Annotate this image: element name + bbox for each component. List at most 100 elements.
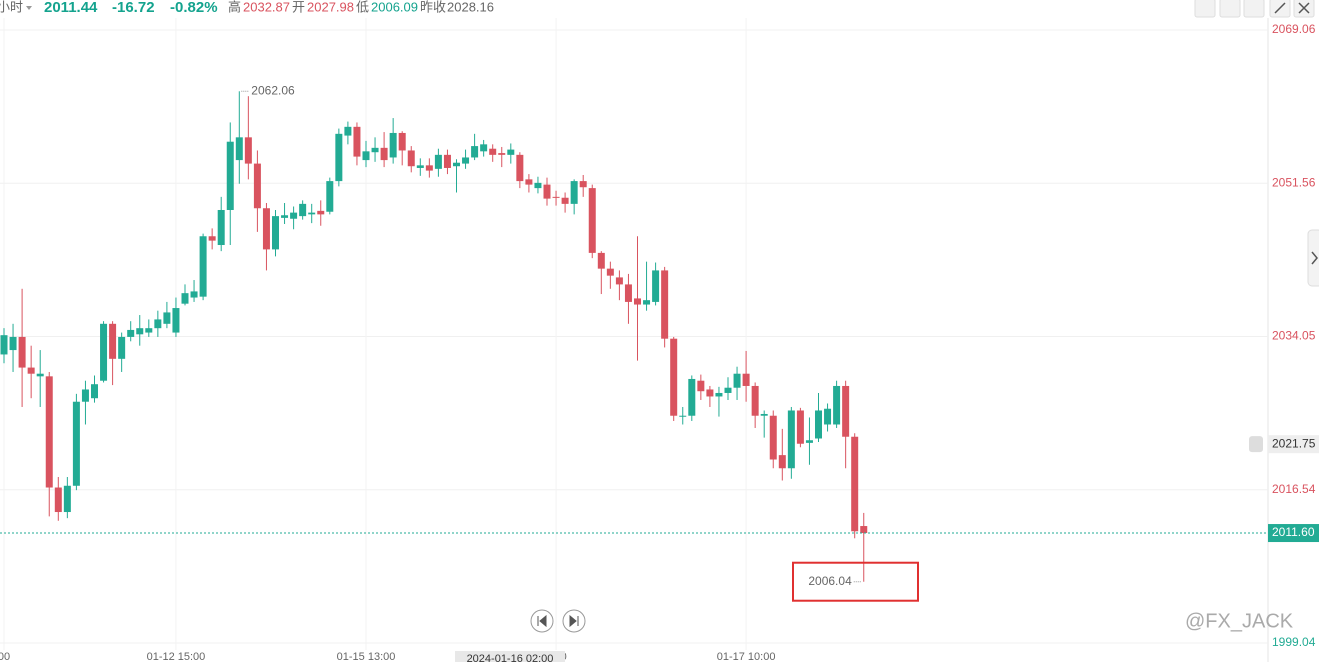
candle-body — [136, 328, 144, 335]
candle-body — [362, 151, 370, 161]
candle-body — [272, 216, 279, 250]
high-label: 高 — [228, 0, 241, 14]
candle-body — [516, 154, 524, 182]
candle-body — [244, 137, 252, 164]
candle-body — [353, 126, 361, 157]
candle-body — [344, 126, 352, 136]
candle-body — [561, 197, 569, 204]
candle-body — [154, 319, 162, 329]
prev-icon — [537, 614, 547, 628]
crosshair-price-label: 2021.75 — [1272, 436, 1316, 450]
candle-body — [760, 413, 768, 416]
candle-body — [335, 133, 343, 182]
candle-body — [787, 410, 795, 469]
candle-body — [579, 181, 587, 188]
candle-body — [778, 455, 786, 469]
candle-body — [471, 146, 479, 158]
low-label: 低 — [356, 0, 369, 14]
candle-body — [552, 196, 560, 198]
candle-body — [18, 336, 26, 368]
candle-body — [570, 181, 578, 204]
candle-body — [833, 385, 841, 425]
candle-body — [226, 141, 234, 210]
prev: 2028.16 — [447, 0, 494, 14]
side-panel-arrow — [1311, 251, 1318, 265]
candle-body — [679, 415, 687, 417]
last-price-box — [1268, 524, 1319, 543]
tool-button[interactable] — [1219, 0, 1241, 18]
candle-body — [91, 384, 98, 399]
period-dropdown[interactable] — [26, 6, 32, 10]
candle-body — [172, 308, 180, 333]
candle-body — [9, 336, 17, 351]
candle-body — [697, 380, 705, 392]
highlight-box — [792, 561, 919, 602]
candle-body — [498, 153, 506, 155]
x-tick-label: 01-12 15:00 — [147, 651, 206, 662]
candle-body — [281, 215, 289, 218]
period[interactable]: 小时 — [0, 0, 23, 14]
candle-body — [299, 203, 307, 217]
candle-body — [769, 415, 777, 460]
candle-body — [398, 132, 406, 151]
candle-body — [733, 373, 741, 388]
candle-body — [190, 291, 198, 298]
candle-body — [416, 165, 424, 168]
change-pct: -0.82% — [170, 0, 218, 16]
candle-body — [389, 132, 397, 158]
y-tick-label: 2016.54 — [1272, 482, 1316, 496]
candle-body — [45, 376, 53, 488]
watermark: @FX_JACK — [1185, 610, 1294, 632]
tool-button[interactable] — [1194, 0, 1216, 18]
candle-body — [796, 410, 804, 444]
candle-body — [588, 188, 596, 253]
candle-body — [815, 410, 822, 439]
x-tick-label: 00 — [0, 651, 10, 662]
candle-body — [688, 378, 696, 416]
candle-body — [181, 293, 189, 304]
candle-body — [308, 212, 316, 215]
candle-body — [434, 154, 442, 169]
candle-body — [81, 389, 89, 402]
side-panel-toggle[interactable] — [1307, 229, 1319, 287]
toolbar — [1194, 0, 1315, 18]
candle-body — [670, 338, 678, 416]
candle-body — [525, 179, 533, 185]
candle-body — [751, 385, 759, 416]
x-tick-label: 01-15 13:00 — [337, 651, 396, 662]
candle-body — [235, 137, 243, 161]
candle-body — [860, 526, 868, 534]
tool-button[interactable] — [1243, 0, 1265, 18]
candle-body — [634, 298, 641, 305]
price: 2011.44 — [44, 0, 98, 16]
candle-body — [615, 277, 623, 285]
candle-body — [371, 147, 379, 153]
candle-body — [462, 157, 470, 164]
candle-body — [842, 385, 850, 437]
candle-body — [100, 323, 108, 381]
candle-body — [54, 487, 62, 513]
candle-body — [805, 440, 813, 443]
candle-body — [380, 147, 388, 161]
candle-body — [652, 270, 660, 302]
candle-body — [443, 154, 451, 168]
crosshair-price-box — [1268, 435, 1319, 454]
candle-body — [851, 436, 859, 532]
candle-body — [824, 408, 832, 425]
candle-body — [109, 323, 117, 359]
candle-body — [317, 210, 325, 215]
y-tick-label: 2051.56 — [1272, 175, 1316, 189]
candle-body — [606, 268, 614, 276]
candle-body — [597, 252, 605, 269]
candle-body — [706, 389, 714, 397]
candle-body — [290, 212, 298, 219]
candle-body — [543, 184, 551, 199]
candle-body — [624, 284, 632, 302]
low-annotation: 2006.04 — [808, 574, 852, 588]
crosshair-price-marker — [1249, 436, 1263, 453]
candle-body — [489, 148, 497, 155]
candle-body — [643, 300, 651, 305]
candle-body — [118, 336, 126, 359]
